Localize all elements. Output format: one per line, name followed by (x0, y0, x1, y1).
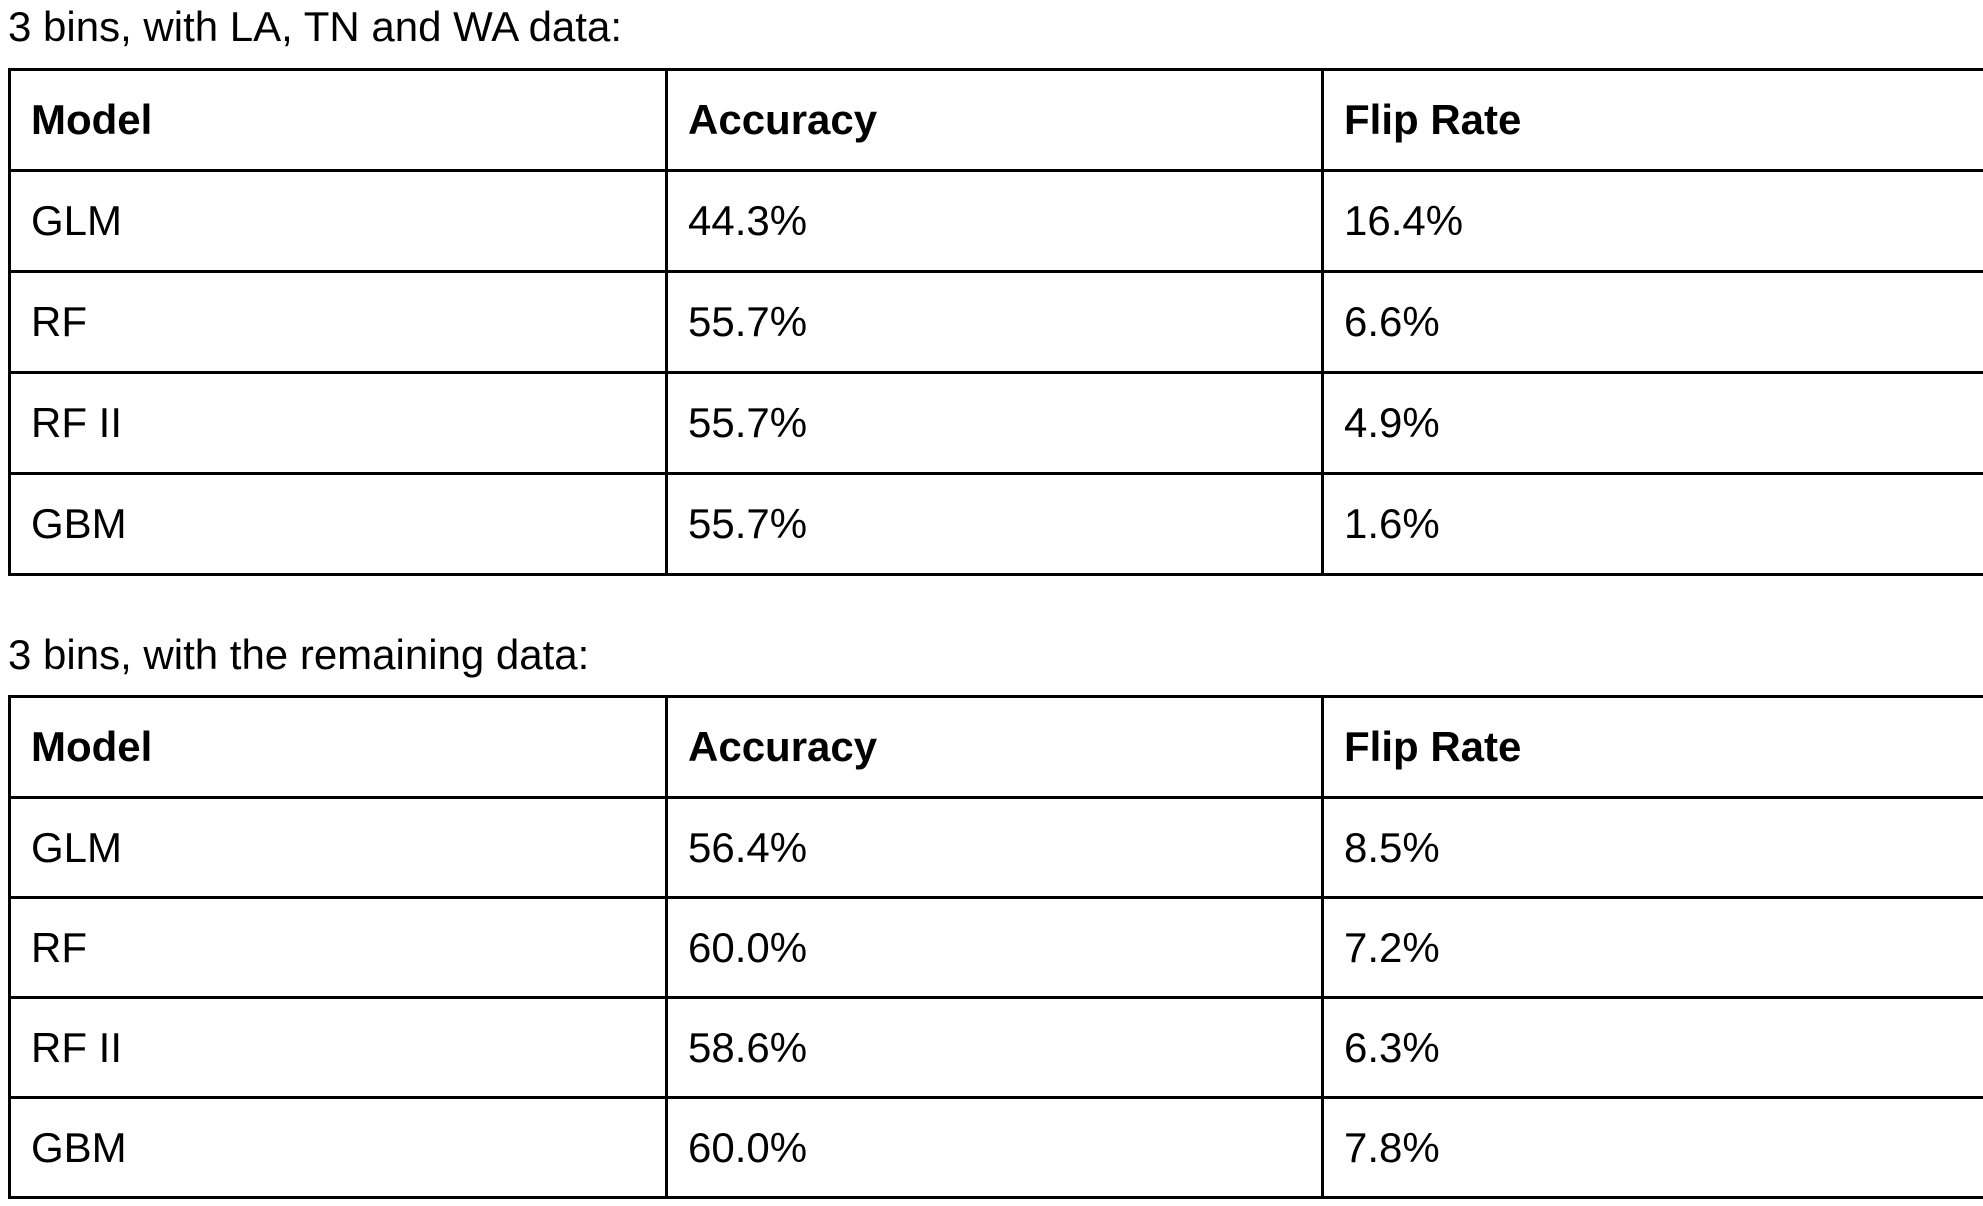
table-row: RF II 55.7% 4.9% (8, 371, 1983, 475)
cell-flip-rate: 6.6% (1321, 270, 1983, 374)
cell-accuracy: 44.3% (665, 169, 1324, 273)
cell-model: RF (8, 896, 668, 999)
cell-flip-rate: 8.5% (1321, 796, 1983, 899)
table-header-row: Model Accuracy Flip Rate (8, 695, 1983, 799)
table-row: RF 60.0% 7.2% (8, 896, 1983, 999)
table-row: GBM 55.7% 1.6% (8, 472, 1983, 576)
section-caption: 3 bins, with LA, TN and WA data: (8, 3, 622, 50)
cell-accuracy: 55.7% (665, 472, 1324, 576)
cell-flip-rate: 7.8% (1321, 1096, 1983, 1199)
cell-model: RF (8, 270, 668, 374)
table-row: RF II 58.6% 6.3% (8, 996, 1983, 1099)
cell-flip-rate: 6.3% (1321, 996, 1983, 1099)
cell-flip-rate: 7.2% (1321, 896, 1983, 999)
table-row: RF 55.7% 6.6% (8, 270, 1983, 374)
header-accuracy: Accuracy (665, 68, 1324, 172)
cell-accuracy: 60.0% (665, 1096, 1324, 1199)
table-row: GLM 56.4% 8.5% (8, 796, 1983, 899)
results-table: Model Accuracy Flip Rate GLM 56.4% 8.5% … (8, 695, 1983, 1199)
header-model: Model (8, 68, 668, 172)
cell-model: RF II (8, 996, 668, 1099)
cell-flip-rate: 16.4% (1321, 169, 1983, 273)
table-row: GLM 44.3% 16.4% (8, 169, 1983, 273)
cell-model: RF II (8, 371, 668, 475)
header-flip-rate: Flip Rate (1321, 695, 1983, 799)
section-caption: 3 bins, with the remaining data: (8, 631, 590, 678)
table-header-row: Model Accuracy Flip Rate (8, 68, 1983, 172)
cell-model: GBM (8, 1096, 668, 1199)
cell-flip-rate: 1.6% (1321, 472, 1983, 576)
cell-model: GLM (8, 796, 668, 899)
cell-accuracy: 56.4% (665, 796, 1324, 899)
results-table: Model Accuracy Flip Rate GLM 44.3% 16.4%… (8, 68, 1983, 576)
header-flip-rate: Flip Rate (1321, 68, 1983, 172)
cell-accuracy: 60.0% (665, 896, 1324, 999)
cell-accuracy: 55.7% (665, 270, 1324, 374)
cell-model: GLM (8, 169, 668, 273)
header-accuracy: Accuracy (665, 695, 1324, 799)
cell-model: GBM (8, 472, 668, 576)
cell-accuracy: 58.6% (665, 996, 1324, 1099)
header-model: Model (8, 695, 668, 799)
table-row: GBM 60.0% 7.8% (8, 1096, 1983, 1199)
cell-accuracy: 55.7% (665, 371, 1324, 475)
cell-flip-rate: 4.9% (1321, 371, 1983, 475)
